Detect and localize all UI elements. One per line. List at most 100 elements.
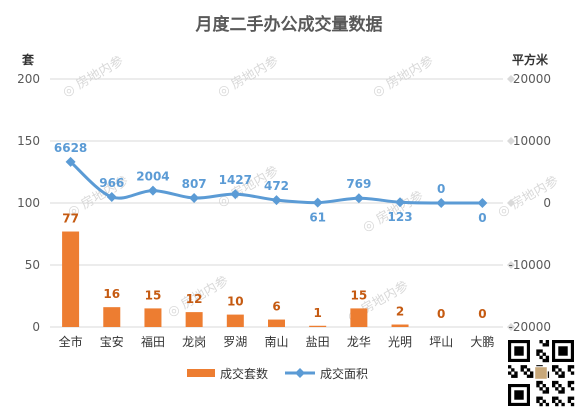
category-label: 南山 xyxy=(264,334,288,349)
watermark-text: ◎ 房地内参 xyxy=(60,53,126,101)
qr-module xyxy=(561,402,565,407)
line-point xyxy=(312,197,323,208)
line-value-label: 769 xyxy=(346,177,371,191)
qr-module xyxy=(545,355,550,360)
right-tick-label: -10000 xyxy=(508,258,551,272)
qr-logo xyxy=(534,366,548,380)
qr-module xyxy=(539,396,543,400)
line-value-label: 61 xyxy=(309,211,326,225)
qr-module xyxy=(539,340,543,344)
line-point xyxy=(353,193,364,204)
qr-module xyxy=(555,371,559,375)
qr-module xyxy=(542,352,546,356)
qr-module xyxy=(542,358,546,363)
qr-module xyxy=(514,374,518,378)
qr-module xyxy=(552,399,556,404)
qr-module xyxy=(536,349,540,353)
right-tick-marker xyxy=(507,261,515,269)
legend-label-line: 成交面积 xyxy=(320,366,368,381)
right-tick-marker xyxy=(507,323,515,331)
qr-module xyxy=(545,387,550,391)
qr-module xyxy=(561,374,565,378)
bar-value-label: 0 xyxy=(478,307,486,321)
watermark-text: ◎ 房地内参 xyxy=(215,53,281,101)
bar-value-label: 12 xyxy=(186,292,203,306)
qr-module xyxy=(539,380,543,385)
bar xyxy=(350,308,368,327)
bar-value-label: 6 xyxy=(272,300,280,314)
category-label: 福田 xyxy=(141,334,165,349)
qr-module xyxy=(539,355,543,360)
qr-module xyxy=(539,402,543,407)
qr-module xyxy=(545,390,550,394)
line-point xyxy=(106,192,117,203)
bar xyxy=(144,308,162,327)
qr-module xyxy=(530,371,534,375)
qr-module xyxy=(526,374,531,378)
right-tick-marker xyxy=(507,137,515,145)
qr-module xyxy=(558,374,562,378)
line-point xyxy=(230,189,241,200)
qr-module xyxy=(570,402,575,407)
category-label: 龙华 xyxy=(347,335,371,349)
line-labels: 6628 966 2004 807 1427 472 61 769 123 0 0 xyxy=(54,141,487,225)
left-axis: 0 50 100 150 200 xyxy=(17,72,40,334)
legend-label-bar: 成交套数 xyxy=(220,366,268,381)
qr-module xyxy=(542,390,546,394)
qr-module xyxy=(508,365,512,369)
qr-module xyxy=(542,343,546,347)
category-label: 宝安 xyxy=(100,334,124,349)
line-value-label: 6628 xyxy=(54,141,87,155)
qr-module xyxy=(514,371,518,375)
qr-module xyxy=(567,380,572,385)
bar-value-label: 15 xyxy=(145,288,162,302)
qr-finder-core xyxy=(558,346,568,356)
qr-module xyxy=(552,365,556,369)
qr-module xyxy=(558,384,562,388)
left-axis-unit: 套 xyxy=(21,52,35,67)
right-tick-label: 10000 xyxy=(513,134,551,148)
bar xyxy=(185,312,203,327)
left-tick-label: 150 xyxy=(17,134,40,148)
right-tick-label: 0 xyxy=(543,196,551,210)
qr-module xyxy=(555,365,559,369)
right-tick-marker xyxy=(507,75,515,83)
category-axis: 全市 宝安 福田 龙岗 罗湖 南山 盐田 龙华 光明 坪山 大鹏 xyxy=(59,334,495,349)
right-tick-label: -20000 xyxy=(508,320,551,334)
line-value-label: 966 xyxy=(99,176,124,190)
category-label: 盐田 xyxy=(306,335,330,349)
bar-value-label: 15 xyxy=(351,288,368,302)
bar-value-label: 1 xyxy=(314,306,322,320)
category-label: 罗湖 xyxy=(223,334,247,349)
qr-module xyxy=(558,390,562,394)
qr-module xyxy=(555,402,559,407)
right-axis: -20000 -10000 0 10000 20000 xyxy=(507,72,551,334)
qr-module xyxy=(545,340,550,344)
qr-module xyxy=(567,399,572,404)
bar-series xyxy=(62,231,409,327)
bar xyxy=(391,324,409,327)
chart-title: 月度二手办公成交量数据 xyxy=(195,14,383,35)
qr-module xyxy=(561,390,565,394)
qr-module xyxy=(511,374,515,378)
left-tick-label: 0 xyxy=(32,320,40,334)
line-point xyxy=(189,192,200,203)
qr-module xyxy=(555,396,559,400)
right-tick-marker xyxy=(507,199,515,207)
qr-module xyxy=(536,396,540,400)
qr-module xyxy=(570,380,575,385)
qr-module xyxy=(536,384,540,388)
bar xyxy=(268,319,285,327)
left-tick-label: 200 xyxy=(17,72,40,86)
bar xyxy=(103,307,121,327)
category-label: 全市 xyxy=(59,334,83,349)
category-label: 坪山 xyxy=(429,335,453,349)
qr-module xyxy=(542,384,546,388)
right-axis-unit: 平方米 xyxy=(512,52,549,67)
bar xyxy=(226,314,244,327)
qr-module xyxy=(530,374,534,378)
qr-module xyxy=(536,380,540,385)
qr-module xyxy=(561,387,565,391)
line-point xyxy=(147,185,158,196)
